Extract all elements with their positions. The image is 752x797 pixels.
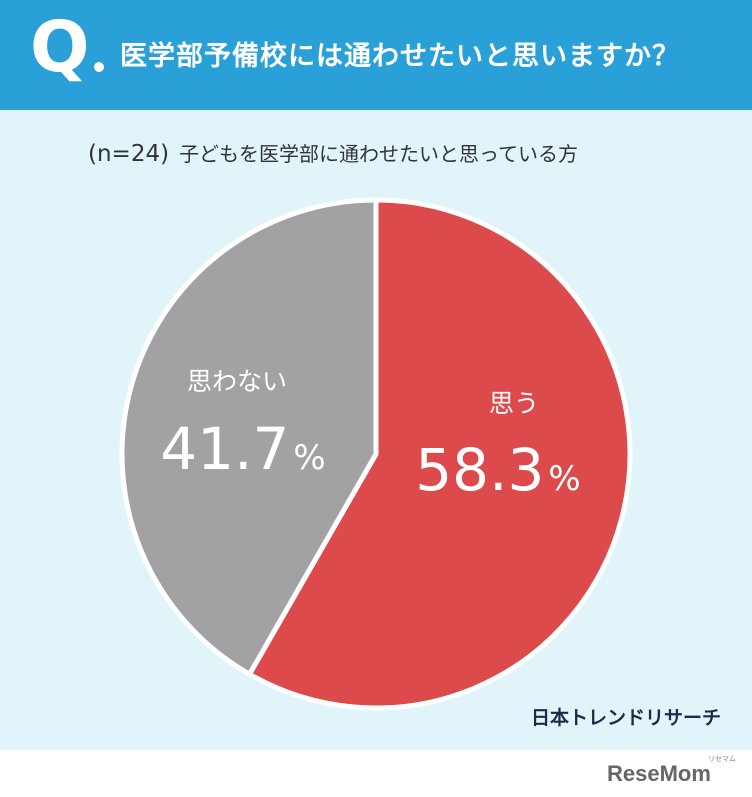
pie-slice-0: [246, 197, 633, 711]
question-text: 医学部予備校には通わせたいと思いますか？: [120, 41, 680, 72]
watermark-tag: リセマム: [708, 755, 736, 763]
question-header: Q 医学部予備校には通わせたいと思いますか？: [0, 0, 752, 110]
sample-size: (n=24): [88, 141, 170, 167]
slice-label-1: 思わない: [187, 367, 287, 396]
q-dot: [94, 62, 104, 72]
subtitle: (n=24) 子どもを医学部に通わせたいと思っている方: [88, 138, 578, 167]
slice-value-0: 58.3%: [415, 436, 580, 504]
subtitle-text: 子どもを医学部に通わせたいと思っている方: [179, 142, 579, 166]
brand-logo: 日本トレンドリサーチ: [531, 707, 722, 729]
pie-slice-1: [119, 197, 379, 677]
watermark: ReseMom: [607, 761, 711, 786]
q-label: Q: [30, 6, 90, 88]
slice-value-1: 41.7%: [160, 415, 325, 483]
slice-label-0: 思う: [489, 389, 539, 418]
